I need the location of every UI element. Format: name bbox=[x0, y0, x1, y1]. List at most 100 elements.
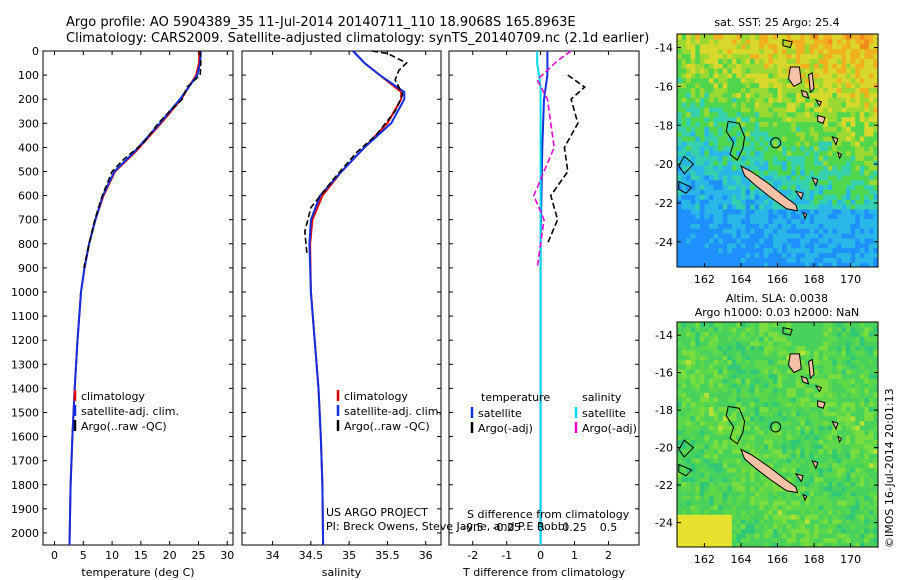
map-cell bbox=[814, 476, 820, 482]
map-cell bbox=[745, 87, 751, 93]
map-cell bbox=[864, 425, 870, 431]
map-cell bbox=[782, 262, 788, 267]
map-cell bbox=[695, 472, 701, 478]
map-cell bbox=[681, 443, 687, 450]
map-cell bbox=[786, 434, 792, 440]
map-cell bbox=[699, 72, 705, 79]
map-cell bbox=[846, 126, 852, 132]
y-tick-label: 1800 bbox=[11, 479, 39, 492]
map-cell bbox=[718, 184, 724, 190]
map-cell bbox=[795, 443, 801, 450]
map-cell bbox=[804, 135, 811, 142]
map-cell bbox=[791, 532, 797, 539]
map-cell bbox=[763, 150, 769, 156]
map-cell bbox=[677, 350, 683, 356]
map-cell bbox=[850, 48, 856, 55]
map-cells bbox=[677, 322, 878, 547]
map-cell bbox=[777, 331, 783, 337]
map-cell bbox=[786, 401, 792, 407]
map-cell bbox=[814, 228, 820, 234]
map-cell bbox=[814, 68, 820, 74]
map-cell bbox=[846, 434, 852, 440]
map-cell bbox=[795, 111, 801, 118]
map-cell bbox=[777, 434, 783, 440]
map-cell bbox=[750, 336, 756, 342]
map-cell bbox=[809, 518, 815, 525]
map-cell bbox=[814, 415, 820, 422]
map-cell bbox=[722, 486, 728, 492]
map-cell bbox=[804, 242, 811, 249]
map-cell bbox=[768, 542, 774, 547]
map-cell bbox=[750, 102, 756, 108]
map-cell bbox=[686, 532, 692, 539]
map-cell bbox=[846, 53, 852, 59]
map-cell bbox=[868, 213, 875, 220]
map-cell bbox=[741, 247, 747, 254]
map-cell bbox=[681, 350, 687, 356]
map-cell bbox=[772, 373, 779, 379]
map-cell bbox=[782, 415, 788, 422]
map-cell bbox=[800, 523, 806, 529]
map-cell bbox=[754, 354, 760, 361]
map-cell bbox=[804, 336, 811, 342]
map-cell bbox=[759, 326, 765, 332]
map-cell bbox=[864, 415, 870, 422]
map-cell bbox=[864, 213, 870, 220]
map-cell bbox=[745, 467, 751, 473]
map-cell bbox=[681, 135, 687, 142]
map-cell bbox=[873, 331, 878, 337]
y-tick-label: 800 bbox=[18, 238, 39, 251]
map-cell bbox=[809, 233, 815, 239]
map-cell bbox=[718, 406, 724, 412]
map-cell bbox=[841, 392, 847, 398]
map-cell bbox=[690, 420, 696, 426]
map-cell bbox=[814, 354, 820, 361]
map-cell bbox=[782, 97, 788, 103]
map-cell bbox=[782, 53, 788, 59]
map-cell bbox=[777, 495, 783, 501]
map-cell bbox=[855, 354, 861, 361]
map-cell bbox=[695, 406, 701, 412]
map-cell bbox=[841, 486, 847, 492]
map-cell bbox=[827, 174, 833, 181]
map-cell bbox=[695, 63, 701, 69]
map-cell bbox=[873, 359, 878, 365]
map-cell bbox=[855, 326, 861, 332]
map-cell bbox=[754, 213, 760, 220]
map-cell bbox=[795, 38, 801, 45]
map-cell bbox=[759, 425, 765, 431]
map-cell bbox=[731, 237, 737, 244]
map-cell bbox=[718, 165, 724, 171]
map-cell bbox=[681, 218, 687, 224]
map-cell bbox=[731, 184, 737, 190]
map-cell bbox=[709, 504, 715, 511]
map-cell bbox=[827, 218, 833, 224]
map-cell bbox=[704, 382, 710, 389]
map-cell bbox=[800, 97, 806, 103]
map-cell bbox=[699, 213, 705, 220]
map-cell bbox=[832, 326, 838, 332]
map-cell bbox=[850, 490, 856, 497]
map-cell bbox=[859, 38, 865, 45]
map-cell bbox=[741, 542, 747, 547]
map-x-tick-label: 168 bbox=[804, 273, 825, 286]
map-cell bbox=[709, 537, 715, 543]
map-cell bbox=[777, 228, 783, 234]
map-cell bbox=[690, 48, 696, 55]
map-cell bbox=[677, 537, 683, 543]
map-cell bbox=[745, 331, 751, 337]
map-cell bbox=[818, 509, 824, 515]
map-cell bbox=[772, 126, 779, 132]
map-cell bbox=[718, 228, 724, 234]
map-cell bbox=[759, 532, 765, 539]
map-cell bbox=[690, 392, 696, 398]
header-line2: Climatology: CARS2009. Satellite-adjuste… bbox=[66, 31, 649, 46]
map-cell bbox=[718, 443, 724, 450]
map-cell bbox=[850, 174, 856, 181]
map-cell bbox=[827, 48, 833, 55]
map-cell bbox=[850, 121, 856, 127]
map-cell bbox=[786, 350, 792, 356]
map-cell bbox=[777, 63, 783, 69]
map-cell bbox=[786, 102, 792, 108]
map-cell bbox=[750, 448, 756, 454]
